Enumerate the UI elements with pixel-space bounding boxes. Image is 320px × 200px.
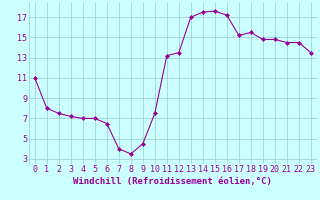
X-axis label: Windchill (Refroidissement éolien,°C): Windchill (Refroidissement éolien,°C) [73, 177, 272, 186]
